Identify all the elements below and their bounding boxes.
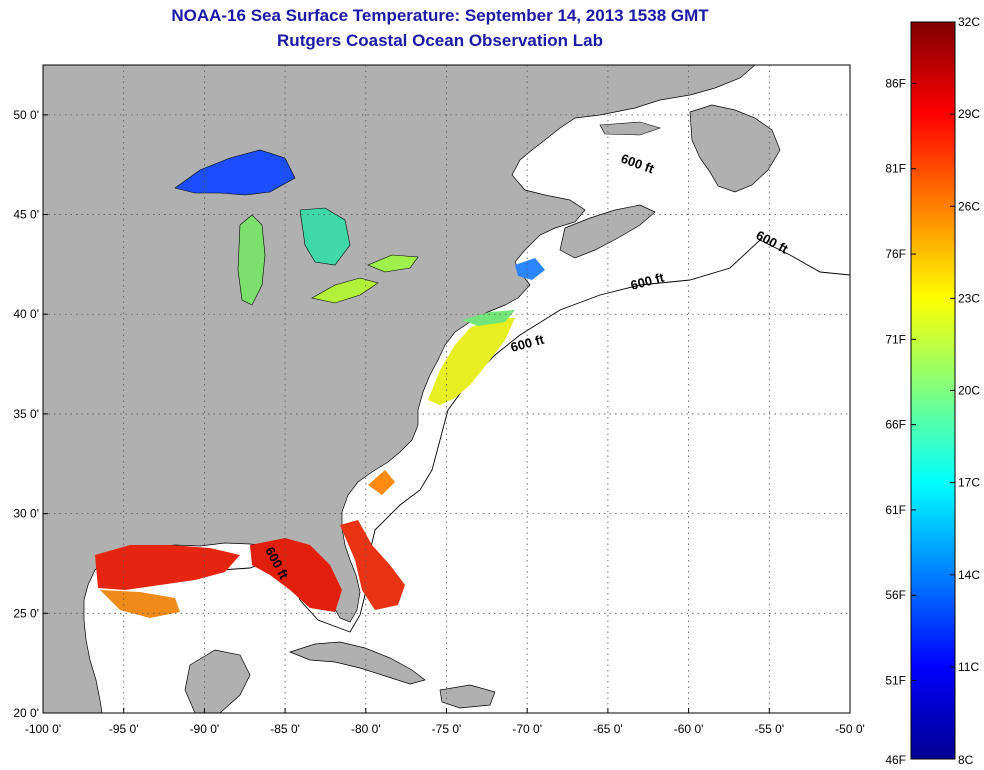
sst-gulf-south (100, 590, 180, 618)
land-cuba (288, 641, 426, 685)
sst-lake-ontario (367, 254, 419, 273)
colorbar-bottom-celsius: 8C (958, 753, 974, 767)
sst-gulf-north (95, 545, 240, 590)
land-anticosti (599, 121, 661, 136)
lat-tick-label: 25 0' (13, 606, 39, 620)
lon-tick-label: -70 0' (512, 722, 542, 736)
map-subtitle: Rutgers Coastal Ocean Observation Lab (277, 31, 603, 50)
fahrenheit-label: 61F (885, 503, 906, 517)
colorbar-top-celsius: 32C (958, 15, 980, 29)
sst-lake-michigan (237, 214, 266, 306)
sst-lake-erie (311, 277, 379, 304)
celsius-label: 29C (958, 107, 980, 121)
sst-florida-east (340, 520, 405, 610)
sst-lake-superior (174, 149, 296, 196)
fahrenheit-label: 81F (885, 162, 906, 176)
lon-tick-label: -75 0' (432, 722, 462, 736)
lat-tick-label: 35 0' (13, 407, 39, 421)
fahrenheit-label: 66F (885, 418, 906, 432)
lon-tick-label: -100 0' (25, 722, 61, 736)
colorbar (910, 21, 956, 760)
land-newfoundland (689, 104, 781, 193)
celsius-label: 20C (958, 384, 980, 398)
lon-tick-label: -90 0' (190, 722, 220, 736)
colorbar-ticks: 29C 26C 23C 20C 17C 14C 11C 86F 81F 76F 71F 66F 61F 5… (885, 76, 980, 687)
sst-mid-atlantic-shelf (428, 318, 515, 405)
lon-tick-label: -50 0' (835, 722, 865, 736)
celsius-label: 26C (958, 199, 980, 213)
sst-gulf-east (250, 538, 342, 612)
land-yucatan (184, 649, 251, 713)
fahrenheit-label: 56F (885, 588, 906, 602)
fahrenheit-label: 71F (885, 332, 906, 346)
lon-tick-label: -85 0' (270, 722, 300, 736)
lat-tick-label: 30 0' (13, 507, 39, 521)
fahrenheit-label: 51F (885, 674, 906, 688)
fahrenheit-label: 86F (885, 76, 906, 90)
sst-gulf-of-maine (515, 258, 545, 280)
graticule (43, 65, 850, 713)
sst-lake-huron (299, 207, 351, 266)
lon-tick-label: -95 0' (109, 722, 139, 736)
fahrenheit-label: 76F (885, 247, 906, 261)
land-hispaniola (439, 684, 496, 709)
lon-tick-label: -55 0' (754, 722, 784, 736)
lon-tick-label: -80 0' (351, 722, 381, 736)
lat-tick-label: 50 0' (13, 108, 39, 122)
map-title: NOAA-16 Sea Surface Temperature: Septemb… (171, 6, 709, 25)
lon-tick-label: -60 0' (674, 722, 704, 736)
colorbar-bottom-fahrenheit: 46F (885, 753, 906, 767)
sst-north-shelf (462, 310, 515, 326)
celsius-label: 14C (958, 568, 980, 582)
axis-ticks: -100 0' -95 0' -90 0' -85 0' -80 0' -75 0' -70… (13, 108, 864, 736)
lat-tick-label: 20 0' (13, 706, 39, 720)
lat-tick-label: 40 0' (13, 307, 39, 321)
sst-southeast-shelf (368, 470, 395, 495)
celsius-label: 23C (958, 291, 980, 305)
lon-tick-label: -65 0' (593, 722, 623, 736)
celsius-label: 17C (958, 476, 980, 490)
sst-patches (95, 149, 545, 618)
lat-tick-label: 45 0' (13, 208, 39, 222)
celsius-label: 11C (958, 660, 979, 674)
